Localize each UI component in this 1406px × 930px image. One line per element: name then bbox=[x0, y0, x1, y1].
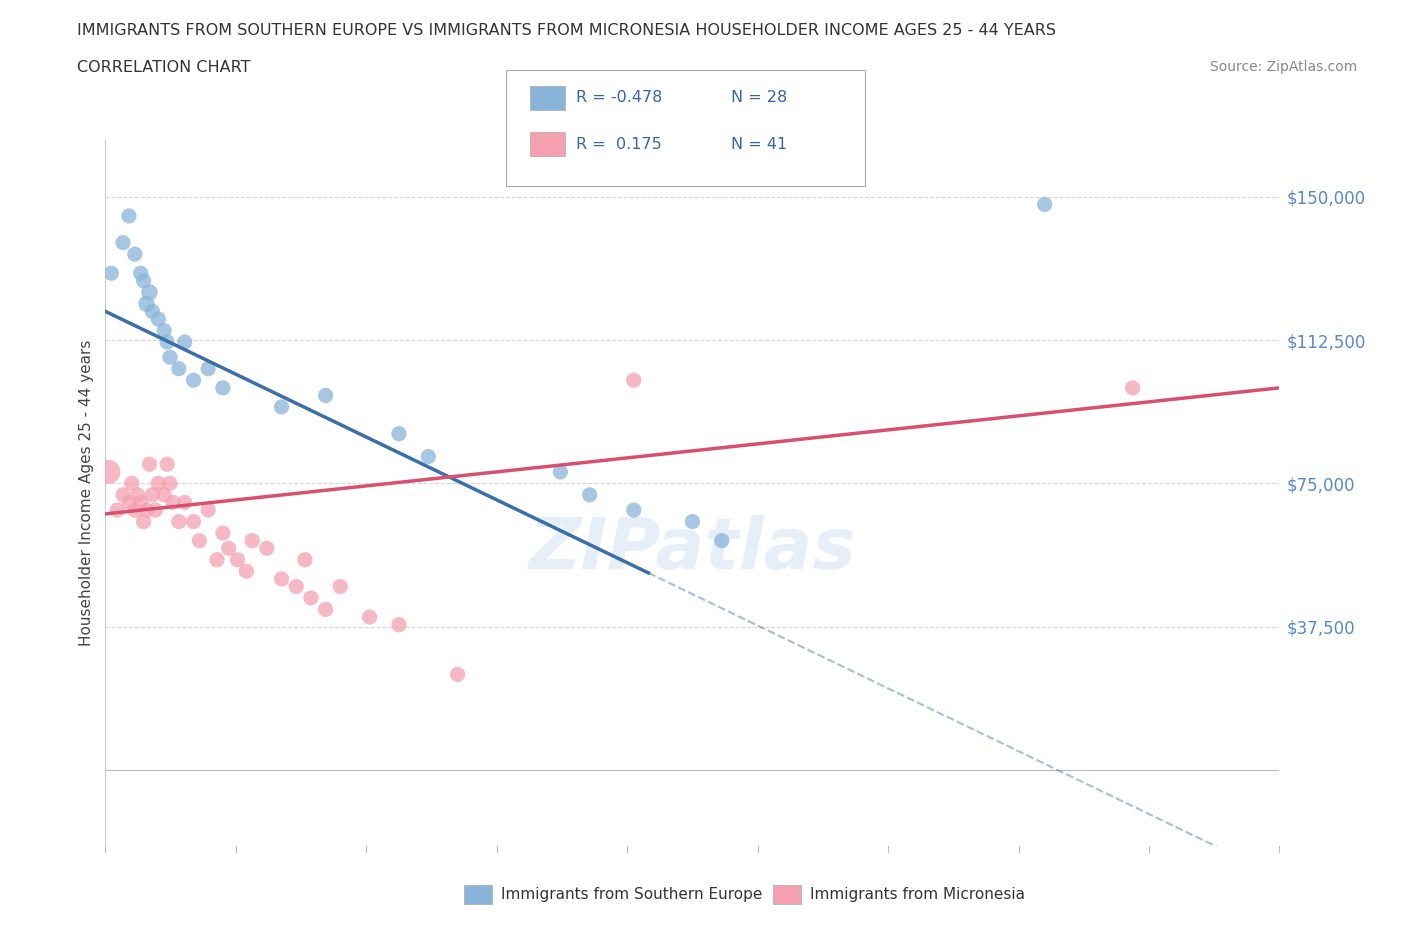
Point bbox=[388, 426, 411, 441]
Text: IMMIGRANTS FROM SOUTHERN EUROPE VS IMMIGRANTS FROM MICRONESIA HOUSEHOLDER INCOME: IMMIGRANTS FROM SOUTHERN EUROPE VS IMMIG… bbox=[77, 23, 1056, 38]
Point bbox=[578, 487, 600, 502]
Point bbox=[138, 457, 160, 472]
Point bbox=[156, 457, 179, 472]
Point bbox=[299, 591, 322, 605]
Point bbox=[159, 350, 181, 365]
Point bbox=[124, 502, 146, 517]
Point bbox=[148, 476, 170, 491]
Point bbox=[294, 552, 316, 567]
Point bbox=[315, 388, 337, 403]
Point bbox=[97, 464, 120, 479]
Point bbox=[205, 552, 228, 567]
Point bbox=[105, 502, 128, 517]
Point bbox=[153, 487, 176, 502]
Point bbox=[623, 502, 645, 517]
Point bbox=[682, 514, 704, 529]
Y-axis label: Householder Income Ages 25 - 44 years: Householder Income Ages 25 - 44 years bbox=[79, 339, 94, 646]
Point bbox=[118, 495, 141, 510]
Point bbox=[153, 323, 176, 338]
Point bbox=[173, 335, 195, 350]
Text: N = 41: N = 41 bbox=[731, 137, 787, 152]
Point bbox=[129, 495, 152, 510]
Point bbox=[118, 208, 141, 223]
Point bbox=[129, 266, 152, 281]
Text: Immigrants from Southern Europe: Immigrants from Southern Europe bbox=[501, 887, 762, 902]
Text: ZIPatlas: ZIPatlas bbox=[529, 515, 856, 584]
Point bbox=[315, 602, 337, 617]
Point bbox=[183, 514, 205, 529]
Point bbox=[226, 552, 249, 567]
Point bbox=[218, 541, 240, 556]
Point bbox=[446, 667, 468, 682]
Text: N = 28: N = 28 bbox=[731, 90, 787, 105]
Point bbox=[188, 533, 211, 548]
Point bbox=[240, 533, 263, 548]
Point bbox=[329, 579, 352, 594]
Point bbox=[112, 235, 135, 250]
Point bbox=[135, 297, 157, 312]
Text: Source: ZipAtlas.com: Source: ZipAtlas.com bbox=[1209, 60, 1357, 74]
Point bbox=[124, 246, 146, 261]
Point bbox=[162, 495, 184, 510]
Point bbox=[1122, 380, 1144, 395]
Point bbox=[112, 487, 135, 502]
Point bbox=[270, 400, 292, 415]
Point bbox=[710, 533, 733, 548]
Point bbox=[270, 571, 292, 586]
Point bbox=[121, 476, 143, 491]
Point bbox=[132, 514, 155, 529]
Point bbox=[167, 361, 190, 376]
Point bbox=[388, 618, 411, 632]
Text: R = -0.478: R = -0.478 bbox=[576, 90, 662, 105]
Point bbox=[211, 380, 233, 395]
Text: Immigrants from Micronesia: Immigrants from Micronesia bbox=[810, 887, 1025, 902]
Point bbox=[623, 373, 645, 388]
Point bbox=[1033, 197, 1056, 212]
Point bbox=[211, 525, 233, 540]
Point bbox=[167, 514, 190, 529]
Point bbox=[550, 464, 572, 479]
Point bbox=[132, 273, 155, 288]
Point bbox=[173, 495, 195, 510]
Point bbox=[235, 564, 257, 578]
Point bbox=[141, 304, 163, 319]
Point bbox=[197, 502, 219, 517]
Point bbox=[418, 449, 440, 464]
Point bbox=[183, 373, 205, 388]
Point bbox=[135, 502, 157, 517]
Point bbox=[159, 476, 181, 491]
Point bbox=[256, 541, 278, 556]
Point bbox=[148, 312, 170, 326]
Point bbox=[285, 579, 308, 594]
Text: CORRELATION CHART: CORRELATION CHART bbox=[77, 60, 250, 75]
Point bbox=[141, 487, 163, 502]
Point bbox=[359, 610, 381, 625]
Point bbox=[138, 285, 160, 299]
Point bbox=[197, 361, 219, 376]
Text: R =  0.175: R = 0.175 bbox=[576, 137, 662, 152]
Point bbox=[156, 335, 179, 350]
Point bbox=[127, 487, 149, 502]
Point bbox=[100, 266, 122, 281]
Point bbox=[143, 502, 166, 517]
